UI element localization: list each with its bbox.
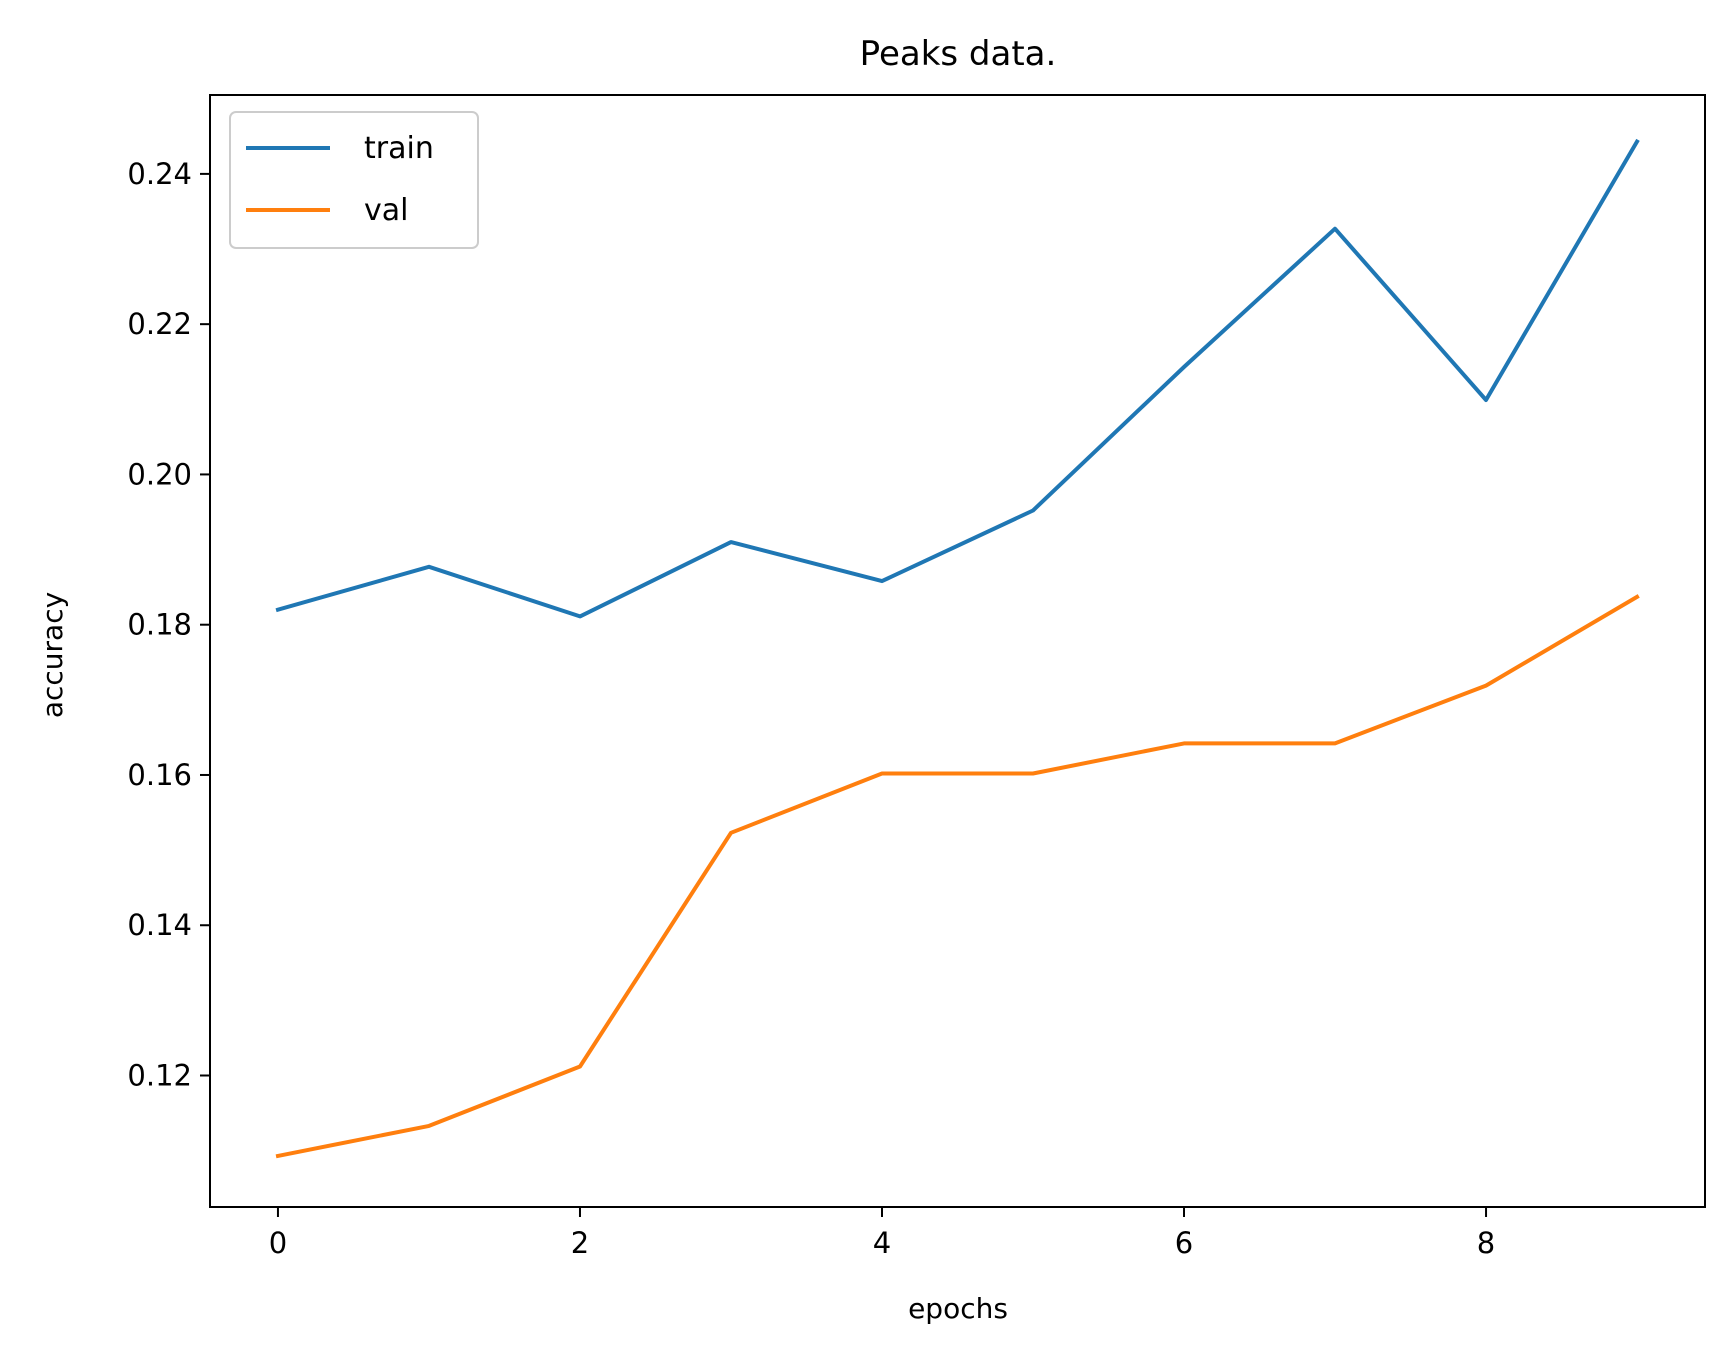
chart-title: Peaks data. bbox=[860, 34, 1057, 74]
axes-frame bbox=[209, 94, 1706, 1208]
x-tick-label: 2 bbox=[571, 1226, 589, 1260]
y-tick-label: 0.18 bbox=[127, 608, 192, 642]
legend-label-train: train bbox=[364, 131, 434, 166]
x-tick-label: 8 bbox=[1477, 1226, 1495, 1260]
y-tick-label: 0.14 bbox=[127, 908, 192, 942]
y-tick-label: 0.16 bbox=[127, 758, 192, 792]
series-line-val bbox=[275, 594, 1640, 1159]
legend-label-val: val bbox=[364, 193, 408, 228]
legend-box bbox=[229, 111, 479, 249]
x-axis-label: epochs bbox=[908, 1292, 1008, 1325]
y-tick-label: 0.20 bbox=[127, 457, 192, 491]
plot-area: 0 2 4 6 8 0.12 0.14 0.16 0.18 0.20 0.22 0.24 train va… bbox=[127, 94, 1706, 1260]
x-tick-label: 6 bbox=[1175, 1226, 1193, 1260]
y-tick-label: 0.12 bbox=[127, 1059, 192, 1093]
y-tick-label: 0.24 bbox=[127, 157, 192, 191]
x-tick-label: 0 bbox=[269, 1226, 287, 1260]
series-line-train bbox=[275, 138, 1640, 619]
y-tick-label: 0.22 bbox=[127, 307, 192, 341]
x-tick-label: 4 bbox=[873, 1226, 891, 1260]
y-axis-label: accuracy bbox=[36, 592, 69, 718]
